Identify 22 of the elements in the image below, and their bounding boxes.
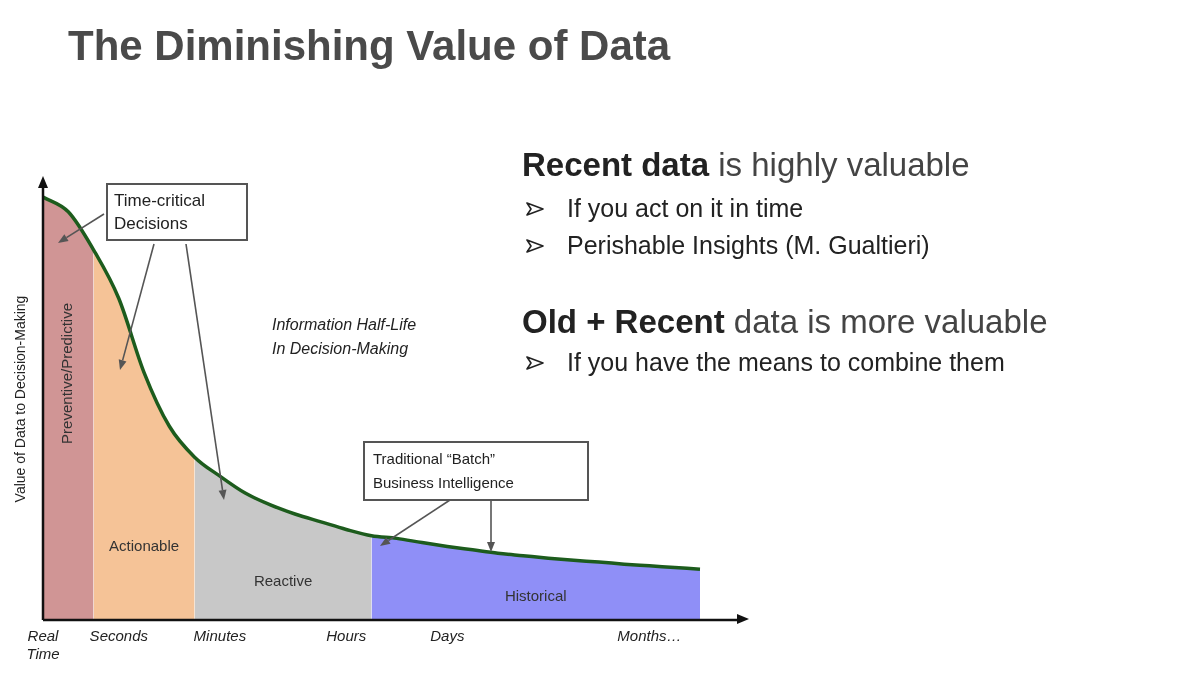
- text: Recent data: [522, 146, 710, 183]
- x-tick-label: Real Time: [26, 627, 60, 663]
- annotation: Perishable Insights (M. Gualtieri): [567, 231, 930, 260]
- annotation: data is more valuable: [733, 303, 1048, 340]
- annotation: If you act on it in time: [567, 194, 804, 223]
- y-axis-title: Value of Data to Decision-Making: [12, 294, 28, 505]
- x-tick-label: Minutes: [193, 627, 247, 645]
- x-tick-label: Months…: [617, 627, 682, 645]
- text: is highly valuable: [718, 146, 970, 183]
- x-tick-label: Hours: [326, 627, 367, 645]
- series-label: Actionable: [109, 536, 180, 554]
- annotation: Information Half-Life In Decision-Making: [272, 315, 418, 359]
- annotation: Traditional “Batch” Business Intelligence: [363, 441, 589, 501]
- series-label: Historical: [504, 587, 567, 605]
- annotation: If you have the means to combine them: [567, 348, 1005, 377]
- series-label: Preventive/Predictive: [58, 302, 76, 444]
- x-tick-label: Days: [430, 627, 465, 645]
- x-tick-label: Seconds: [89, 627, 149, 645]
- annotation: Time-critical Decisions: [106, 183, 248, 241]
- chart-title: The Diminishing Value of Data: [68, 22, 671, 70]
- series-label: Reactive: [253, 572, 313, 590]
- annotation: Old + Recent: [522, 303, 725, 340]
